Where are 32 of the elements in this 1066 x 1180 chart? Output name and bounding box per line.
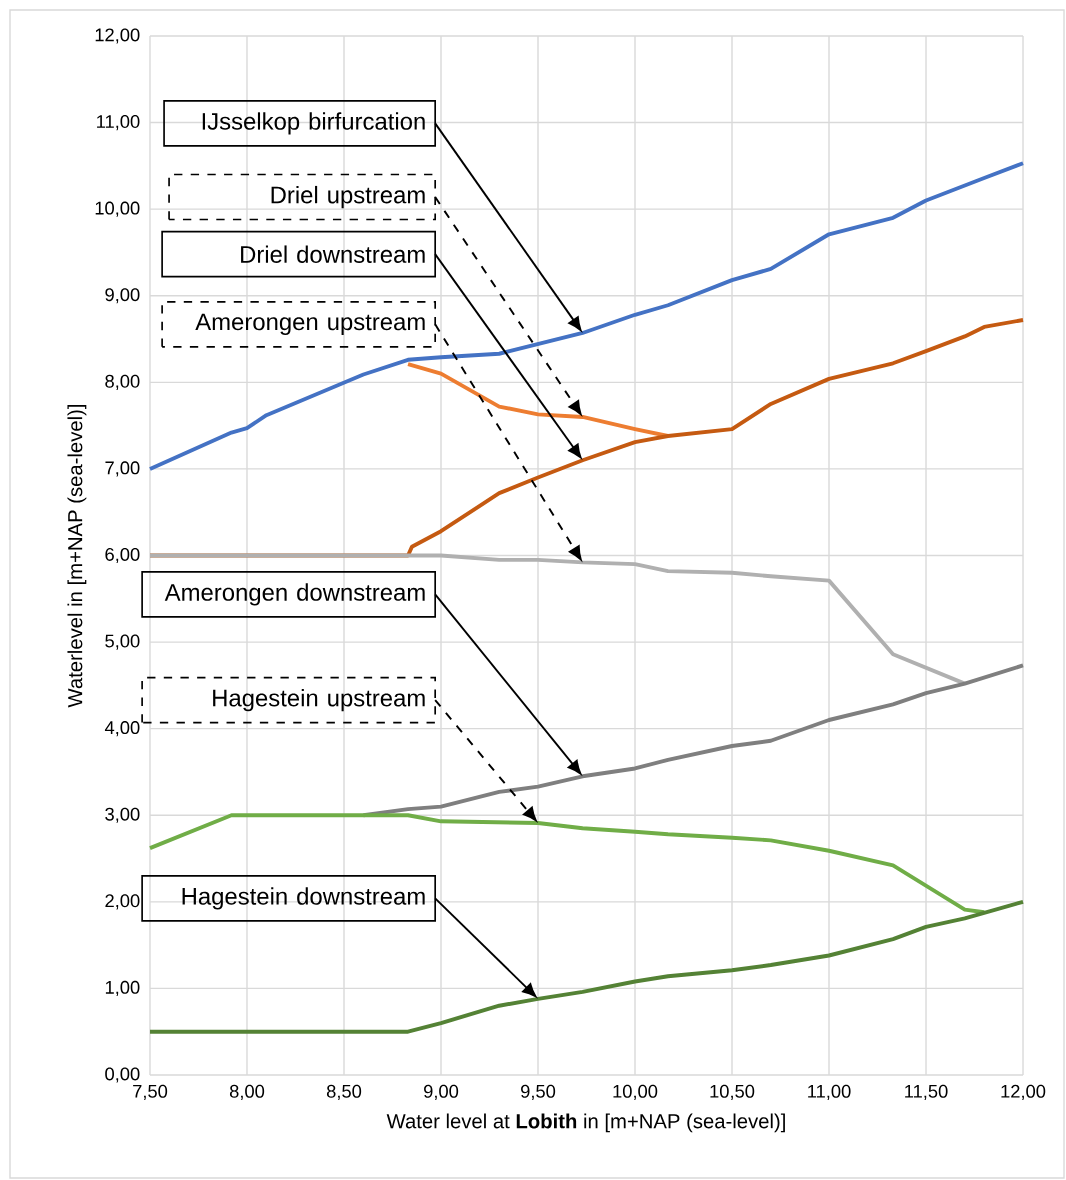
x-tick-label: 8,50 [326, 1084, 362, 1100]
y-tick-label: 10,00 [95, 201, 140, 217]
text: Hagestein downstream [182, 887, 425, 910]
y-tick-label: 4,00 [104, 721, 140, 737]
x-tick-label: 8,00 [229, 1084, 265, 1100]
y-tick-label: 3,00 [105, 807, 140, 823]
y-tick-label: 11,00 [97, 114, 140, 131]
y-tick-label: 0,00 [105, 1067, 140, 1083]
x-tick-label: 11,00 [808, 1084, 851, 1100]
y-tick-label: 12,00 [95, 28, 140, 44]
x-tick-label: 9,50 [521, 1084, 556, 1100]
text: Amerongen upstream [195, 313, 425, 336]
x-tick-label: 10,50 [710, 1084, 755, 1100]
y-tick-label: 1,00 [105, 980, 140, 996]
y-tick-label: 8,00 [105, 374, 140, 390]
y-axis-title: Waterlevel in [m+NAP (sea-level)] [67, 404, 87, 708]
x-tick-label: 10,00 [613, 1084, 658, 1100]
y-tick-label: 5,00 [105, 634, 140, 650]
x-axis-title: Water level at Lobith in [m+NAP (sea-level)] [386, 1113, 785, 1133]
text: Driel upstream [271, 185, 425, 209]
x-tick-label: 7,50 [133, 1084, 168, 1100]
y-tick-label: 7,00 [105, 461, 140, 477]
x-tick-label: 12,00 [1001, 1084, 1046, 1100]
x-tick-label: 9,00 [424, 1084, 459, 1100]
y-tick-label: 9,00 [105, 288, 140, 304]
text: Driel downstream [241, 245, 425, 263]
x-tick-label: 11,50 [905, 1084, 948, 1100]
text: IJsselkop birfurcation [202, 112, 425, 135]
y-tick-label: 6,00 [105, 547, 140, 564]
y-tick-label: 2,00 [105, 894, 140, 910]
text: Hagestein upstream [213, 688, 425, 712]
text: Amerongen downstream [164, 583, 425, 606]
